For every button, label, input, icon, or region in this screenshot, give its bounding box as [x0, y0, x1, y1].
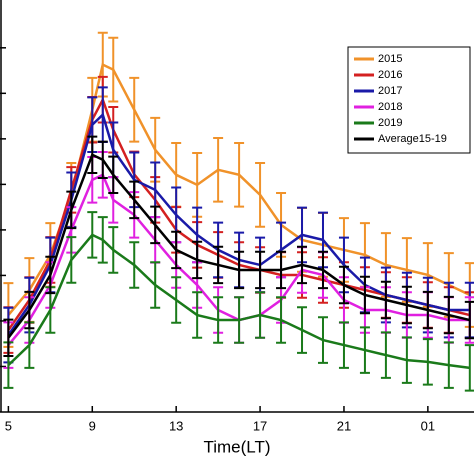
- error-bar: [3, 318, 14, 358]
- x-tick-label: 5: [5, 418, 12, 433]
- legend-label: 2016: [378, 69, 402, 81]
- legend-label: 2018: [378, 101, 402, 113]
- x-tick-label: 17: [253, 418, 267, 433]
- data-line: [7, 233, 470, 370]
- legend-label: 2015: [378, 53, 402, 65]
- x-tick-label: 9: [89, 418, 96, 433]
- legend-box: [347, 46, 471, 154]
- legend-label: Average15-19: [378, 133, 447, 145]
- legend-label: 2019: [378, 117, 402, 129]
- x-axis-label: Time(LT): [203, 437, 270, 456]
- x-tick-label: 01: [421, 418, 435, 433]
- data-line: [7, 153, 471, 339]
- data-line: [7, 173, 470, 346]
- data-line: [7, 62, 471, 316]
- legend-label: 2017: [378, 85, 402, 97]
- x-tick-label: 21: [337, 418, 351, 433]
- series: [3, 135, 474, 358]
- x-tick-label: 13: [169, 418, 183, 433]
